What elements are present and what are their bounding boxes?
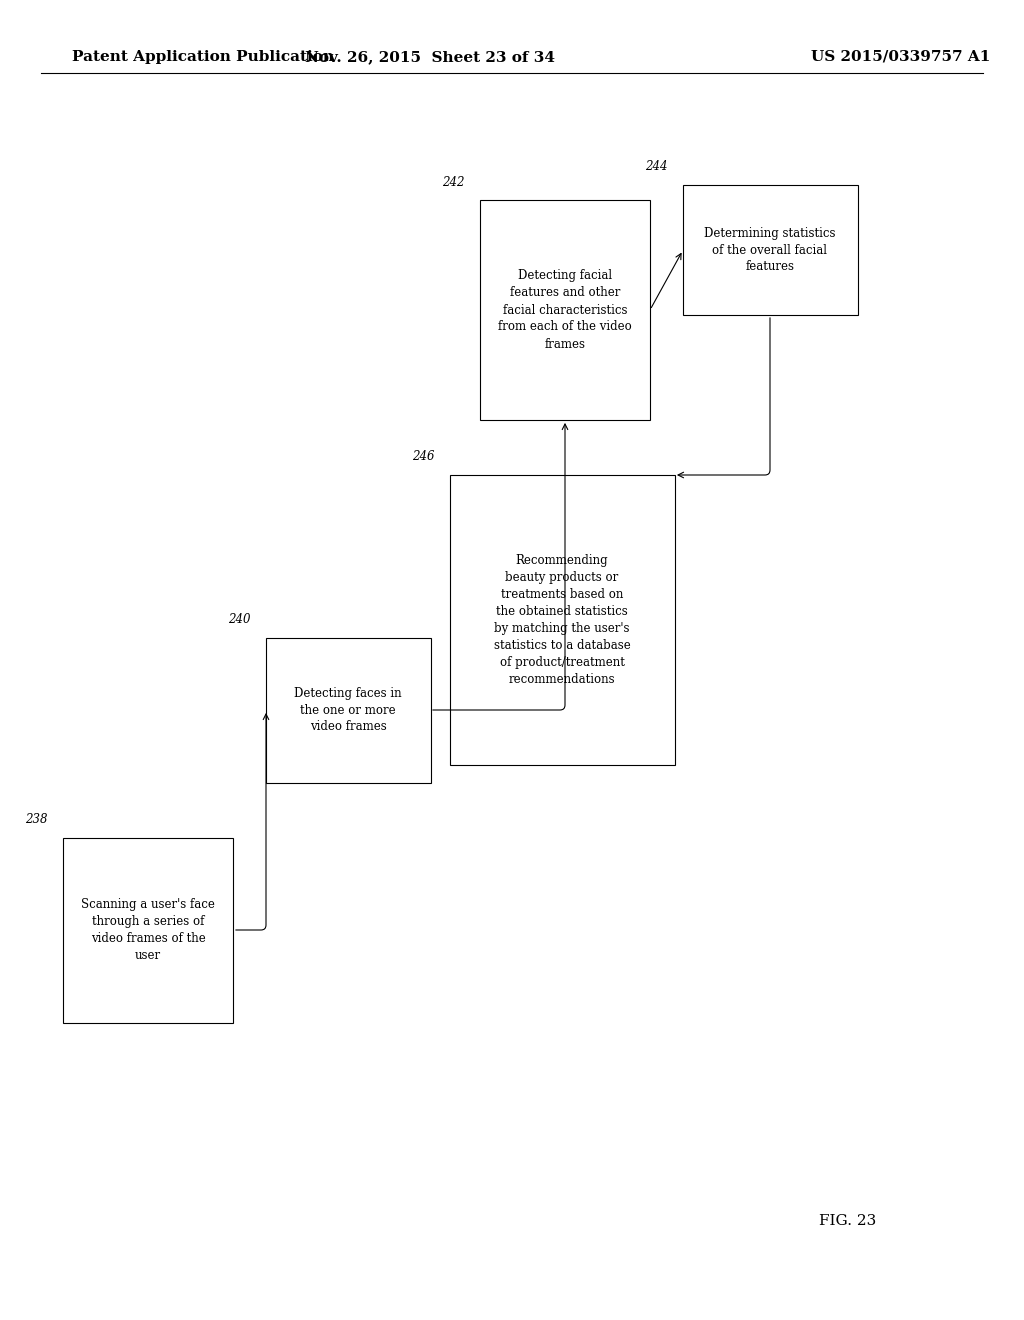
FancyBboxPatch shape: [63, 837, 233, 1023]
Text: Scanning a user's face
through a series of
video frames of the
user: Scanning a user's face through a series …: [81, 898, 215, 962]
Text: 238: 238: [26, 813, 48, 826]
Text: 242: 242: [442, 176, 465, 189]
Text: Recommending
beauty products or
treatments based on
the obtained statistics
by m: Recommending beauty products or treatmen…: [494, 554, 631, 686]
Text: Determining statistics
of the overall facial
features: Determining statistics of the overall fa…: [705, 227, 836, 273]
FancyBboxPatch shape: [683, 185, 857, 315]
Text: Detecting facial
features and other
facial characteristics
from each of the vide: Detecting facial features and other faci…: [498, 269, 632, 351]
Text: 246: 246: [412, 450, 434, 463]
Text: Nov. 26, 2015  Sheet 23 of 34: Nov. 26, 2015 Sheet 23 of 34: [305, 50, 555, 63]
Text: 244: 244: [645, 161, 668, 173]
Text: Detecting faces in
the one or more
video frames: Detecting faces in the one or more video…: [294, 686, 401, 734]
Text: 240: 240: [228, 612, 251, 626]
Text: FIG. 23: FIG. 23: [819, 1214, 877, 1228]
FancyBboxPatch shape: [265, 638, 430, 783]
Text: Patent Application Publication: Patent Application Publication: [72, 50, 334, 63]
Text: US 2015/0339757 A1: US 2015/0339757 A1: [811, 50, 991, 63]
FancyBboxPatch shape: [480, 201, 650, 420]
FancyBboxPatch shape: [450, 475, 675, 766]
